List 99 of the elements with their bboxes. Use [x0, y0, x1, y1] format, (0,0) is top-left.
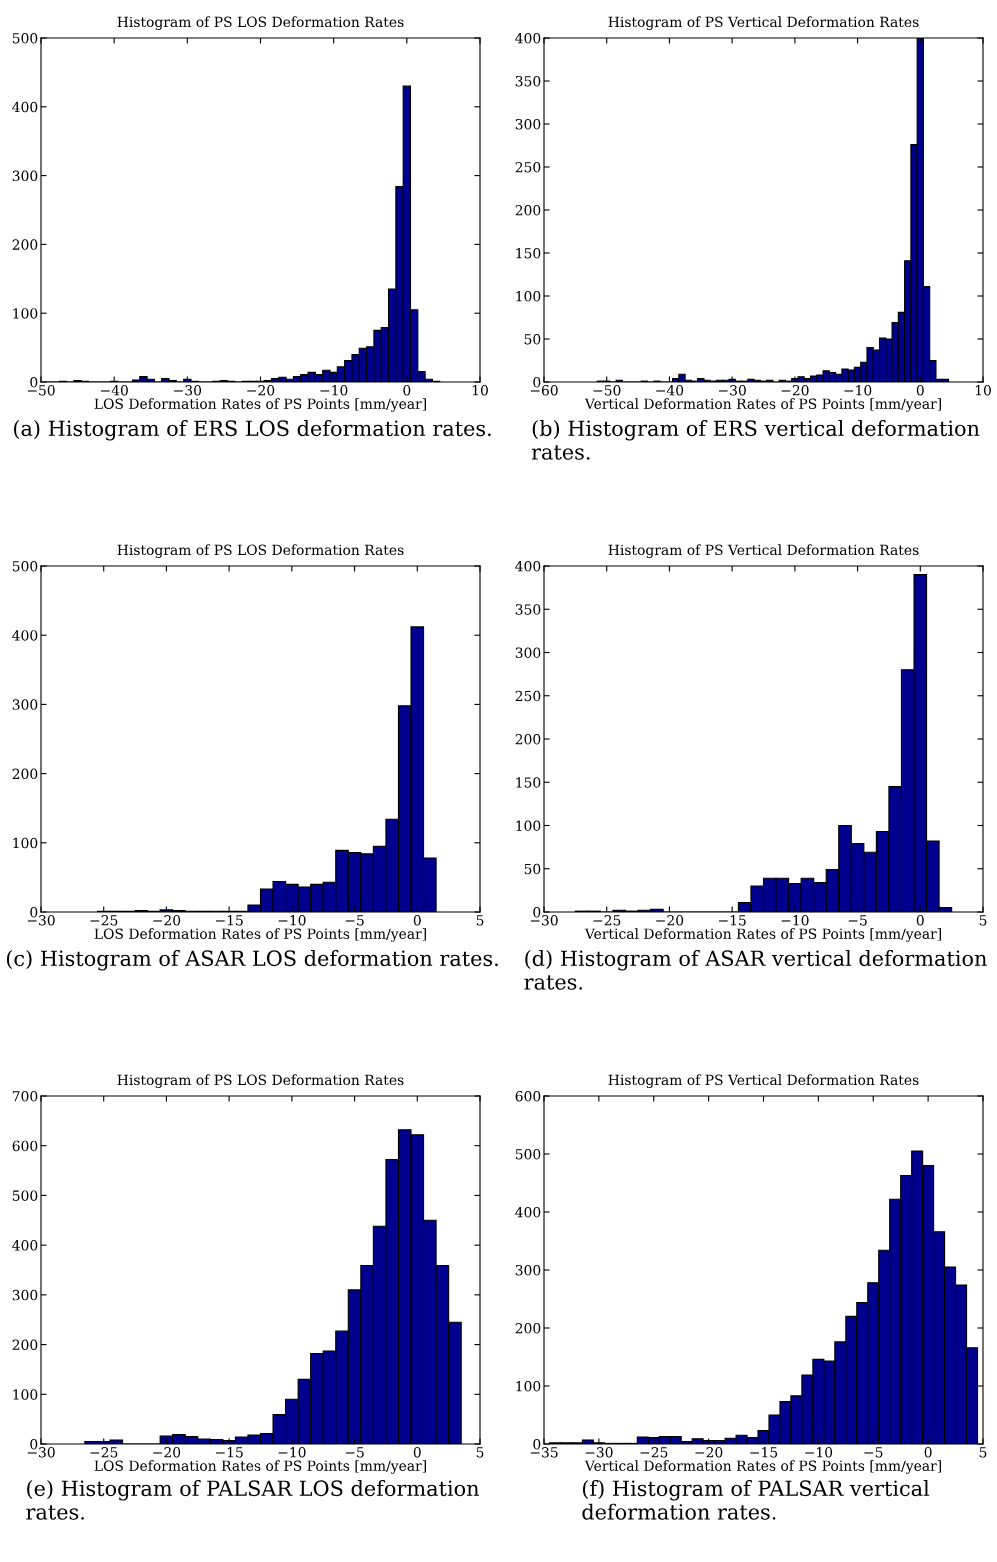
x-tick-label: −20 [781, 385, 809, 396]
text: (c) Histogram of ASAR LOS deformation rates. [6, 950, 498, 971]
y-tick-label: 300 [515, 1264, 541, 1276]
y-tick-label: 200 [12, 768, 38, 780]
x-tick-label: 0 [916, 915, 924, 926]
text: (d) Histogram of ASAR vertical deformation rates. [524, 950, 987, 990]
x-axis-title: LOS Deformation Rates of PS Points [mm/year] [94, 1460, 426, 1474]
x-axis-title: LOS Deformation Rates of PS Points [mm/year] [94, 398, 426, 412]
y-tick-label: 400 [12, 101, 38, 113]
chart-title: Histogram of PS Vertical Deformation Rates [608, 544, 919, 558]
x-tick-label: −10 [781, 915, 809, 926]
y-tick-label: 400 [515, 560, 541, 572]
chart-title: Histogram of PS Vertical Deformation Rates [608, 1074, 919, 1088]
y-tick-label: 300 [12, 1289, 38, 1301]
x-tick-label: 5 [979, 915, 987, 926]
y-tick-label: 100 [13, 837, 38, 849]
y-tick-label: 350 [515, 75, 541, 87]
text: (b) Histogram of ERS vertical deformation rates. [531, 420, 980, 460]
y-tick-label: 50 [524, 863, 541, 875]
y-tick-label: 300 [12, 699, 38, 710]
y-tick-label: 100 [516, 1380, 541, 1392]
x-tick-label: 0 [403, 385, 411, 396]
chart-title: Histogram of PS Vertical Deformation Rates [608, 16, 919, 30]
y-tick-label: 500 [12, 32, 38, 44]
x-tick-label: −5 [864, 1447, 883, 1458]
y-tick-label: 300 [515, 647, 541, 658]
x-tick-label: −30 [585, 1447, 613, 1458]
y-tick-label: 500 [12, 1190, 38, 1201]
x-tick-label: −5 [345, 1447, 364, 1458]
x-tick-label: −10 [278, 915, 306, 926]
x-tick-label: −20 [153, 1447, 181, 1458]
y-tick-label: 200 [12, 239, 38, 250]
x-tick-label: −25 [640, 1447, 668, 1458]
x-axis-title: LOS Deformation Rates of PS Points [mm/year] [94, 928, 426, 942]
y-tick-label: 400 [515, 1206, 541, 1218]
x-axis-title: Vertical Deformation Rates of PS Points [mm/year] [584, 1460, 941, 1474]
y-tick-label: 300 [12, 170, 38, 182]
x-tick-label: 10 [472, 385, 488, 396]
x-tick-label: −15 [718, 915, 746, 926]
y-tick-label: 50 [524, 333, 541, 345]
x-tick-label: 5 [476, 915, 484, 926]
x-tick-label: 0 [924, 1447, 932, 1458]
y-tick-label: 100 [516, 820, 541, 831]
x-axis-title: Vertical Deformation Rates of PS Points [mm/year] [584, 928, 941, 942]
y-tick-label: 200 [12, 1339, 38, 1351]
text: (e) Histogram of PALSAR LOS deformation rates. [26, 1480, 479, 1520]
text: (a) Histogram of ERS LOS deformation rates. [13, 420, 491, 441]
x-tick-label: −10 [844, 385, 872, 396]
x-tick-label: −10 [320, 385, 348, 396]
x-tick-label: −25 [593, 915, 621, 926]
y-tick-label: 100 [13, 308, 38, 319]
x-tick-label: 0 [413, 1447, 421, 1458]
x-tick-label: −20 [153, 915, 181, 926]
x-tick-label: 0 [916, 385, 924, 396]
y-tick-label: 100 [516, 290, 541, 302]
text: (f) Histogram of PALSAR vertical deformation rates. [582, 1480, 930, 1520]
y-tick-label: 250 [515, 690, 541, 702]
y-tick-label: 400 [515, 32, 541, 44]
x-tick-label: −10 [805, 1447, 833, 1458]
x-axis-title: Vertical Deformation Rates of PS Points [mm/year] [584, 398, 941, 412]
y-tick-label: 600 [12, 1140, 38, 1152]
y-tick-label: 300 [515, 118, 541, 130]
y-tick-label: 150 [516, 777, 541, 788]
y-tick-label: 200 [515, 204, 541, 216]
x-tick-label: −5 [345, 915, 364, 926]
x-tick-label: −25 [90, 915, 118, 926]
x-tick-label: 5 [476, 1447, 484, 1458]
y-tick-label: 500 [12, 560, 38, 572]
y-tick-label: 200 [515, 1322, 541, 1334]
x-tick-label: −20 [656, 915, 684, 926]
x-tick-label: 0 [413, 915, 421, 926]
chart-title: Histogram of PS LOS Deformation Rates [117, 544, 404, 558]
x-tick-label: −40 [656, 385, 684, 396]
x-tick-label: −10 [278, 1447, 306, 1458]
chart-title: Histogram of PS LOS Deformation Rates [117, 1074, 404, 1088]
y-tick-label: 100 [13, 1389, 38, 1400]
y-tick-label: 600 [515, 1090, 541, 1102]
x-tick-label: −50 [593, 385, 621, 396]
y-tick-label: 250 [515, 161, 541, 173]
y-tick-label: 200 [515, 733, 541, 745]
x-tick-label: −30 [718, 385, 746, 396]
y-tick-label: 500 [515, 1148, 541, 1160]
y-tick-label: 150 [516, 247, 541, 259]
y-tick-label: 700 [12, 1090, 38, 1102]
x-tick-label: −30 [174, 385, 202, 396]
x-tick-label: −15 [750, 1447, 778, 1458]
y-tick-label: 400 [12, 630, 38, 641]
x-tick-label: −20 [247, 385, 275, 396]
x-tick-label: −20 [695, 1447, 723, 1458]
x-tick-label: −40 [100, 385, 128, 396]
y-tick-label: 350 [515, 604, 541, 615]
x-tick-label: −5 [848, 915, 867, 926]
y-tick-label: 400 [12, 1240, 38, 1251]
x-tick-label: −25 [90, 1447, 118, 1458]
x-tick-label: 5 [979, 1447, 987, 1458]
x-tick-label: −15 [215, 915, 243, 926]
x-tick-label: 10 [975, 385, 991, 396]
chart-title: Histogram of PS LOS Deformation Rates [117, 16, 404, 30]
x-tick-label: −15 [215, 1447, 243, 1458]
